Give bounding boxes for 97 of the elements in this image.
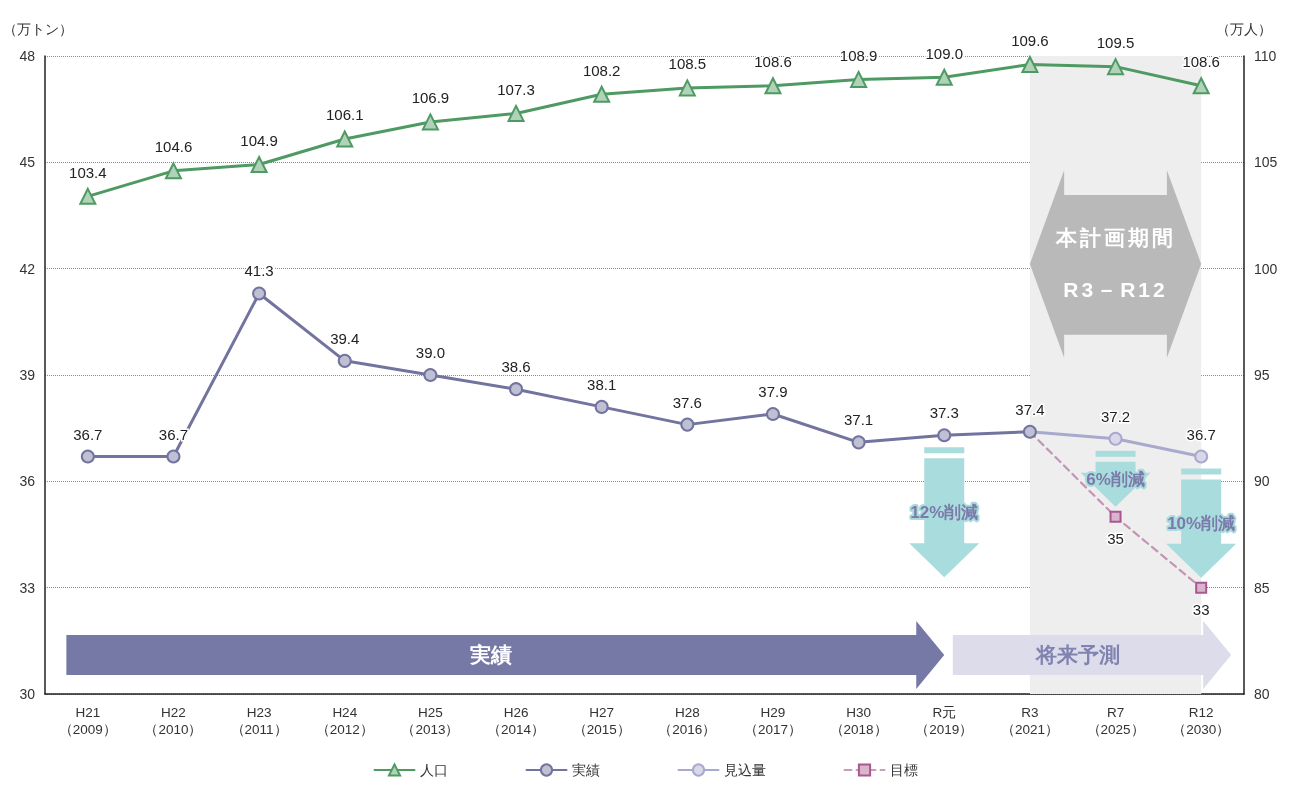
y2-tick-label: 85	[1254, 579, 1270, 596]
point	[678, 79, 696, 97]
point	[680, 417, 695, 432]
y2-tick-label: 80	[1254, 686, 1270, 702]
x-tick-label: R12（2030）	[1172, 705, 1231, 737]
x-tick-label: H28（2016）	[658, 705, 717, 737]
x-tick-label: R3（2021）	[1000, 705, 1059, 737]
x-tick-label: R7（2025）	[1086, 705, 1145, 737]
point	[421, 113, 439, 131]
data-label: 35	[1107, 529, 1124, 547]
legend-label: 実績	[571, 762, 600, 778]
data-label: 39.0	[415, 344, 445, 361]
point	[509, 382, 524, 397]
point	[593, 85, 611, 103]
point	[250, 155, 268, 173]
annotation: 実績	[469, 643, 513, 667]
point	[337, 353, 352, 368]
point	[1194, 449, 1209, 464]
data-label: 37.4	[1015, 400, 1045, 418]
point	[1021, 56, 1039, 74]
data-label: 37.2	[1100, 407, 1131, 425]
point	[80, 449, 95, 464]
point	[79, 187, 97, 205]
x-tick-label: R元（2019）	[915, 705, 974, 737]
y-tick-label: 36	[19, 473, 36, 490]
data-label: 33	[1192, 600, 1210, 618]
point	[252, 286, 267, 301]
x-tick-label: H23（2011）	[230, 705, 288, 737]
x-tick-label: H29（2017）	[743, 705, 802, 737]
point	[764, 77, 782, 95]
data-label: 38.1	[587, 375, 617, 393]
y-tick-label: 45	[19, 154, 36, 171]
x-tick-label: H24（2012）	[315, 705, 374, 737]
legend-label: 目標	[889, 762, 918, 778]
data-label: 38.6	[501, 358, 531, 376]
data-label: 41.3	[244, 262, 274, 280]
data-label: 37.6	[672, 393, 702, 411]
x-tick-label: H22（2010）	[144, 705, 203, 737]
point	[423, 368, 438, 382]
point	[164, 162, 182, 180]
point	[935, 68, 953, 86]
data-label: 37.9	[758, 382, 788, 400]
y-tick-label: 33	[19, 579, 36, 596]
point	[937, 428, 952, 443]
data-label: 109.6	[1011, 32, 1049, 50]
data-label: 106.1	[325, 106, 364, 124]
point	[336, 130, 354, 148]
y-tick-label: 42	[19, 260, 36, 277]
point	[1022, 424, 1037, 439]
x-tick-label: H30（2018）	[829, 705, 888, 737]
text: 本計画期間 R3－R12	[1055, 226, 1176, 302]
y-axis-title: （万トン）	[3, 21, 73, 37]
point	[1108, 431, 1123, 446]
data-label: 37.3	[929, 404, 959, 422]
data-label: 108.5	[668, 55, 707, 73]
data-label: 108.9	[839, 46, 878, 64]
data-label: 107.3	[497, 80, 535, 98]
y-tick-label: 39	[19, 367, 36, 383]
annotation: 6%削減	[1086, 469, 1145, 489]
data-label: 108.6	[1182, 53, 1220, 71]
point	[594, 399, 609, 414]
y2-tick-label: 100	[1254, 260, 1278, 277]
x-tick-label: H26（2014）	[487, 705, 546, 737]
y2-tick-label: 105	[1254, 154, 1278, 171]
data-label: 109.0	[925, 44, 964, 62]
data-label: 109.5	[1096, 34, 1135, 52]
annotation: 将来予測	[1035, 643, 1121, 667]
point	[1109, 510, 1122, 523]
point	[507, 104, 525, 122]
x-tick-label: H25（2013）	[401, 705, 460, 737]
data-label: 106.9	[411, 89, 450, 107]
y2-tick-label: 90	[1254, 473, 1270, 490]
point	[765, 406, 780, 421]
data-label: 36.7	[1186, 425, 1216, 443]
legend-label: 見込量	[723, 762, 766, 778]
x-tick-label: H27（2015）	[572, 705, 631, 737]
point	[1192, 77, 1210, 95]
data-label: 37.1	[844, 411, 874, 429]
y2-tick-label: 110	[1254, 48, 1277, 64]
data-label: 36.7	[73, 425, 103, 443]
point	[850, 70, 868, 88]
data-label: 104.9	[240, 131, 278, 149]
x-tick-label: H21（2009）	[58, 705, 117, 737]
data-label: 39.4	[330, 329, 360, 347]
data-label: 108.2	[582, 61, 621, 79]
y2-axis-title: （万人）	[1216, 21, 1272, 37]
y-tick-label: 48	[19, 48, 36, 64]
y-tick-label: 30	[19, 686, 36, 702]
y2-tick-label: 95	[1254, 367, 1270, 383]
legend-label: 人口	[419, 762, 448, 778]
point	[166, 449, 181, 464]
point	[1195, 581, 1208, 594]
point	[1107, 58, 1125, 76]
point	[851, 435, 866, 450]
data-label: 104.6	[154, 138, 193, 156]
data-label: 108.6	[754, 53, 792, 71]
data-label: 103.4	[69, 163, 107, 181]
